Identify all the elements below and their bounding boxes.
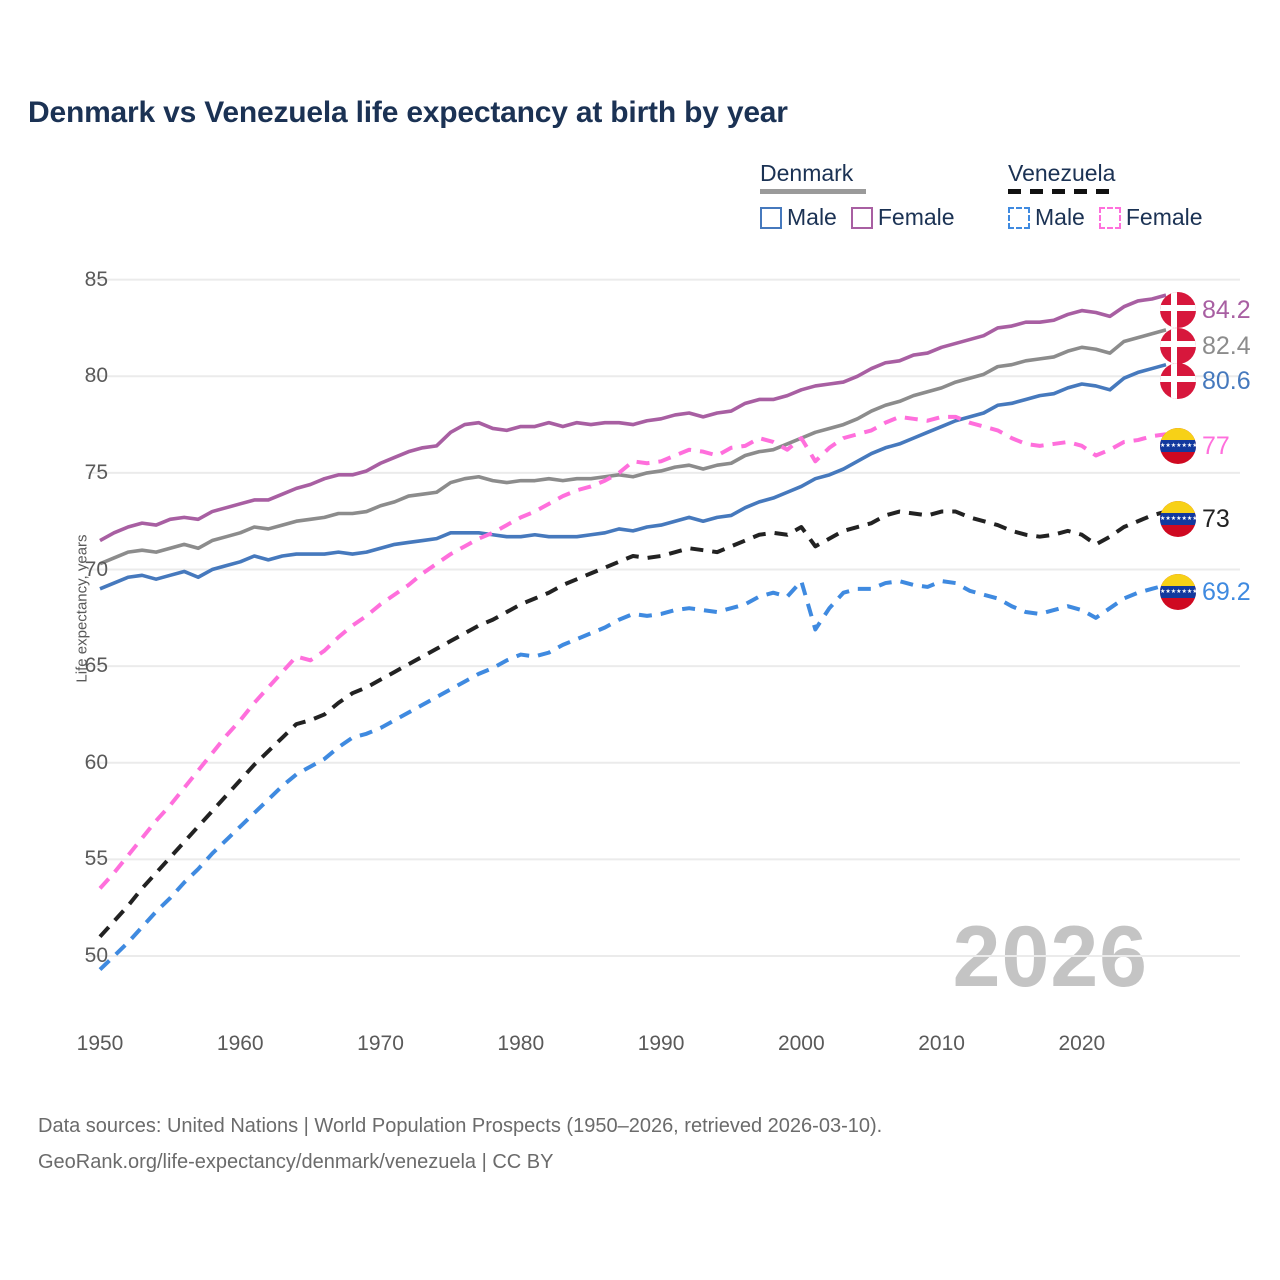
x-tick-label: 1980 xyxy=(497,1032,545,1055)
y-tick-label: 60 xyxy=(84,750,108,774)
page-title: Denmark vs Venezuela life expectancy at … xyxy=(28,96,788,129)
venezuela-flag-icon: ★★★★★★★★ xyxy=(1160,574,1196,610)
y-tick-label: 70 xyxy=(84,557,108,581)
series-end-label: ★★★★★★★★69.2 xyxy=(1160,574,1251,610)
series-line-venezuela-total xyxy=(98,509,1167,939)
legend-label-venezuela-male: Male xyxy=(1035,204,1085,230)
legend-country-venezuela: Venezuela xyxy=(1008,160,1116,186)
series-end-value: 80.6 xyxy=(1202,366,1251,395)
y-tick-label: 85 xyxy=(84,267,108,291)
legend-item-denmark-male[interactable]: Male xyxy=(760,204,837,231)
legend-label-denmark-male: Male xyxy=(787,204,837,230)
series-end-labels: 84.282.480.6★★★★★★★★77★★★★★★★★73★★★★★★★★… xyxy=(1160,0,1280,1280)
footer-line-2: GeoRank.org/life-expectancy/denmark/vene… xyxy=(38,1151,554,1173)
series-end-value: 69.2 xyxy=(1202,577,1251,606)
x-axis-ticks: 1950 1960 1970 1980 1990 2000 2010 2020 xyxy=(0,1032,1280,1062)
series-line-denmark-total xyxy=(99,328,1167,566)
denmark-flag-icon xyxy=(1160,363,1196,399)
venezuela-flag-icon: ★★★★★★★★ xyxy=(1160,501,1196,537)
x-tick-label: 2020 xyxy=(1058,1032,1106,1055)
legend-group-denmark: Denmark Male Female xyxy=(760,160,955,231)
x-tick-label: 2000 xyxy=(777,1032,825,1055)
x-tick-label: 1950 xyxy=(76,1032,124,1055)
y-axis-ticks: 50 55 60 65 70 75 80 85 xyxy=(58,0,108,1280)
x-tick-label: 1970 xyxy=(357,1032,404,1055)
y-tick-label: 65 xyxy=(84,654,108,678)
x-tick-label: 2010 xyxy=(918,1032,965,1055)
legend-swatch-icon-denmark-female xyxy=(850,206,873,229)
series-end-label: ★★★★★★★★77 xyxy=(1160,428,1230,464)
series-end-value: 82.4 xyxy=(1202,331,1251,360)
series-line-venezuela-female xyxy=(98,414,1167,890)
series-end-label: 84.2 xyxy=(1160,292,1251,328)
legend-rule-venezuela xyxy=(1008,189,1114,194)
legend-swatch-icon-venezuela-female xyxy=(1098,206,1121,229)
legend-country-denmark: Denmark xyxy=(760,160,854,186)
footer-credits: Data sources: United Nations | World Pop… xyxy=(38,1108,882,1180)
series-end-label: 82.4 xyxy=(1160,328,1251,364)
y-tick-label: 55 xyxy=(84,847,108,871)
legend-rule-denmark xyxy=(760,189,866,194)
series-end-label: 80.6 xyxy=(1160,363,1251,399)
series-line-denmark-female xyxy=(99,293,1167,543)
legend-group-venezuela: Venezuela Male Female xyxy=(1008,160,1203,231)
series-end-value: 84.2 xyxy=(1202,295,1251,324)
denmark-flag-icon xyxy=(1160,328,1196,364)
series-end-value: 73 xyxy=(1202,504,1230,533)
legend-item-venezuela-female[interactable]: Female xyxy=(1098,204,1203,231)
legend-label-denmark-female: Female xyxy=(877,204,955,230)
denmark-flag-icon xyxy=(1160,292,1196,328)
y-tick-label: 75 xyxy=(84,460,108,484)
legend-swatch-icon-denmark-male xyxy=(760,206,782,229)
series-line-denmark-male xyxy=(99,362,1167,591)
x-tick-label: 1960 xyxy=(216,1032,264,1055)
footer-line-1: Data sources: United Nations | World Pop… xyxy=(38,1115,883,1137)
legend-label-venezuela-female: Female xyxy=(1125,204,1203,230)
legend-item-venezuela-male[interactable]: Male xyxy=(1008,204,1085,231)
legend-swatch-icon-venezuela-male xyxy=(1008,206,1030,229)
y-tick-label: 50 xyxy=(84,944,108,967)
series-line-venezuela-male xyxy=(98,579,1167,971)
y-tick-label: 80 xyxy=(84,364,108,388)
series-end-value: 77 xyxy=(1202,431,1230,460)
series-end-label: ★★★★★★★★73 xyxy=(1160,501,1230,537)
venezuela-flag-icon: ★★★★★★★★ xyxy=(1160,428,1196,464)
x-tick-label: 1990 xyxy=(637,1032,685,1055)
legend-item-denmark-female[interactable]: Female xyxy=(850,204,955,231)
chart-legend: Denmark Male Female Venezuela Male xyxy=(760,160,1260,240)
